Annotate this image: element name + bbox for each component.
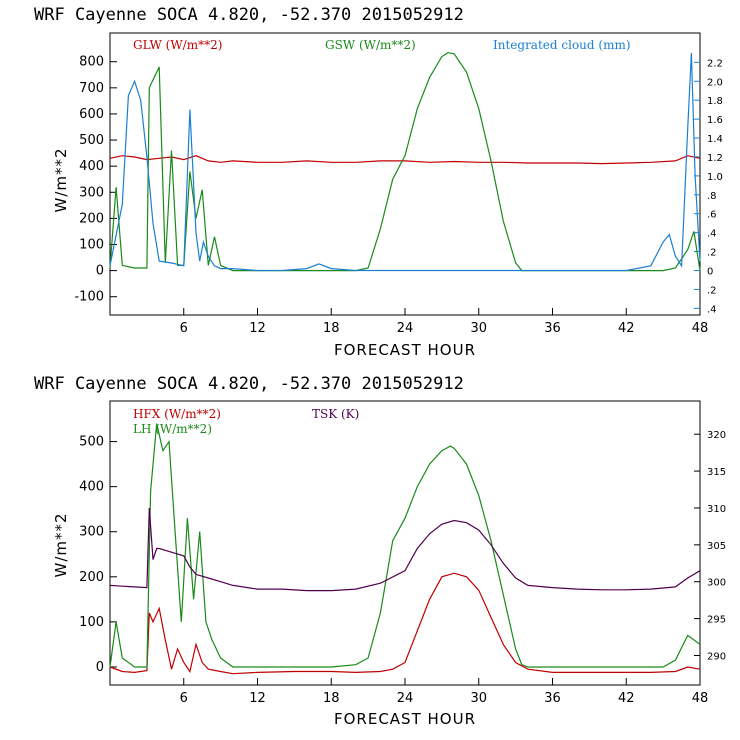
y-tick-label: 600 xyxy=(79,107,104,122)
legend-tsk: TSK (K) xyxy=(312,407,359,421)
series-line-cloud xyxy=(109,52,701,272)
y-tick-label: 0 xyxy=(96,264,104,279)
x-tick-label: 36 xyxy=(544,691,561,706)
chart-1-xlabel: FORECAST HOUR xyxy=(334,341,476,359)
series-line-hfx xyxy=(109,572,701,675)
x-tick-label: 42 xyxy=(618,691,635,706)
x-tick-label: 30 xyxy=(470,321,487,336)
y-tick-label: 400 xyxy=(79,480,104,495)
y2-tick-label: .2 xyxy=(707,285,717,296)
y2-tick-label: 305 xyxy=(707,541,726,552)
chart-2-ylabel: W/m**2 xyxy=(52,512,70,577)
x-tick-label: 6 xyxy=(180,321,188,336)
y2-tick-label: .4 xyxy=(707,229,717,240)
y-tick-label: -100 xyxy=(74,290,104,305)
chart-2: WRF Cayenne SOCA 4.820, -52.370 20150529… xyxy=(34,374,726,728)
y2-tick-label: 295 xyxy=(707,615,726,626)
y2-tick-label: 1.2 xyxy=(707,153,723,164)
legend-cloud: Integrated cloud (mm) xyxy=(493,38,631,52)
x-tick-label: 42 xyxy=(618,321,635,336)
chart-1-y2-ticks: .4 .2 0 .2 .4 .6 .8 1.0 1.2 1.4 1.6 1.8 2.0 2.2 xyxy=(694,58,723,315)
y-tick-label: 800 xyxy=(79,55,104,70)
chart-1-y-ticks: -100 0 100 200 300 400 500 600 700 800 xyxy=(74,55,117,305)
y2-tick-label: 1.8 xyxy=(707,96,723,107)
y2-tick-label: .4 xyxy=(707,304,717,315)
x-tick-label: 24 xyxy=(397,691,414,706)
chart-1-frame xyxy=(109,32,701,316)
y-tick-label: 300 xyxy=(79,185,104,200)
series-line-gsw xyxy=(109,51,701,272)
x-tick-label: 6 xyxy=(180,691,188,706)
chart-2-xlabel: FORECAST HOUR xyxy=(334,710,476,728)
y2-tick-label: 2.0 xyxy=(707,77,723,88)
chart-1-ylabel: W/m**2 xyxy=(52,147,70,212)
y-tick-label: 200 xyxy=(79,211,104,226)
legend-glw: GLW (W/m**2) xyxy=(133,38,222,52)
series-line-lh xyxy=(109,423,701,668)
y2-tick-label: 290 xyxy=(707,651,726,662)
y-tick-label: 100 xyxy=(79,238,104,253)
chart-1: WRF Cayenne SOCA 4.820, -52.370 20150529… xyxy=(34,5,723,359)
y-tick-label: 500 xyxy=(79,133,104,148)
y-tick-label: 700 xyxy=(79,81,104,96)
y2-tick-label: 0 xyxy=(707,267,713,278)
y2-tick-label: 320 xyxy=(707,430,726,441)
y2-tick-label: .8 xyxy=(707,191,717,202)
x-tick-label: 12 xyxy=(249,691,266,706)
y-tick-label: 200 xyxy=(79,570,104,585)
chart-1-x-ticks: 6 12 18 24 30 36 42 48 xyxy=(180,308,709,336)
x-tick-label: 30 xyxy=(470,691,487,706)
x-tick-label: 18 xyxy=(323,691,340,706)
y2-tick-label: .6 xyxy=(707,210,717,221)
chart-2-lines xyxy=(109,423,701,675)
chart-2-y-ticks: 0 100 200 300 400 500 xyxy=(79,435,117,675)
y2-tick-label: .2 xyxy=(707,248,717,259)
y2-tick-label: 310 xyxy=(707,504,726,515)
chart-2-x-ticks: 6 12 18 24 30 36 42 48 xyxy=(180,678,709,706)
y-tick-label: 300 xyxy=(79,525,104,540)
legend-lh: LH (W/m**2) xyxy=(133,422,212,436)
chart-2-title: WRF Cayenne SOCA 4.820, -52.370 20150529… xyxy=(34,374,464,394)
x-tick-label: 48 xyxy=(692,321,709,336)
x-tick-label: 24 xyxy=(397,321,414,336)
y-tick-label: 100 xyxy=(79,615,104,630)
chart-2-y2-ticks: 290 295 300 305 310 315 320 xyxy=(694,430,726,662)
chart-1-title: WRF Cayenne SOCA 4.820, -52.370 20150529… xyxy=(34,5,464,25)
y2-tick-label: 315 xyxy=(707,467,726,478)
chart-1-lines xyxy=(109,51,701,272)
y2-tick-label: 1.4 xyxy=(707,134,723,145)
y2-tick-label: 1.0 xyxy=(707,172,723,183)
series-line-tsk xyxy=(109,507,701,592)
x-tick-label: 12 xyxy=(249,321,266,336)
y2-tick-label: 1.6 xyxy=(707,115,723,126)
y-tick-label: 400 xyxy=(79,159,104,174)
legend-hfx: HFX (W/m**2) xyxy=(133,407,221,421)
y2-tick-label: 300 xyxy=(707,578,726,589)
y2-tick-label: 2.2 xyxy=(707,58,723,69)
x-tick-label: 36 xyxy=(544,321,561,336)
y-tick-label: 500 xyxy=(79,435,104,450)
x-tick-label: 18 xyxy=(323,321,340,336)
y-tick-label: 0 xyxy=(96,660,104,675)
x-tick-label: 48 xyxy=(692,691,709,706)
legend-gsw: GSW (W/m**2) xyxy=(325,38,416,52)
